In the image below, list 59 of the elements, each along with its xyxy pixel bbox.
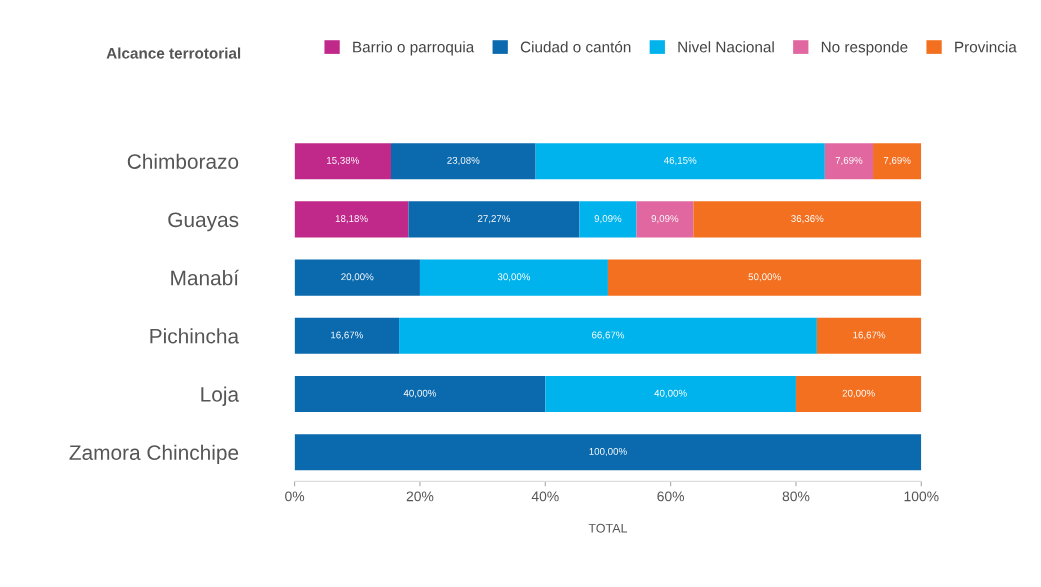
data-label: 50,00% xyxy=(748,273,781,282)
legend-label: Barrio o parroquia xyxy=(353,41,475,56)
data-label: 46,15% xyxy=(663,156,697,165)
data-label: 16,67% xyxy=(331,331,363,340)
data-label: 100,00% xyxy=(589,447,627,456)
x-tick-label: 100% xyxy=(904,491,939,502)
x-tick-label: 40% xyxy=(531,491,559,502)
bar xyxy=(607,259,922,296)
bar xyxy=(873,143,922,180)
x-tick-label: 20% xyxy=(406,491,434,502)
y-tick-label: Chimborazo xyxy=(127,153,239,169)
bar xyxy=(693,201,922,238)
data-label: 27,27% xyxy=(477,215,511,224)
x-tick-label: 80% xyxy=(782,491,810,502)
data-label: 9,09% xyxy=(594,215,622,224)
x-tick-label: 60% xyxy=(657,491,685,502)
bar xyxy=(294,317,400,354)
data-label: 20,00% xyxy=(341,273,374,282)
data-label: 9,09% xyxy=(651,215,679,224)
data-label: 40,00% xyxy=(403,389,437,398)
bar xyxy=(636,201,694,238)
data-label: 30,00% xyxy=(497,273,531,282)
bar xyxy=(294,143,391,180)
legend-title: Alcance terrotorial xyxy=(106,47,241,59)
data-label: 36,36% xyxy=(791,215,824,224)
legend-label: No responde xyxy=(821,41,908,56)
x-tick-label: 0% xyxy=(285,491,305,502)
bar xyxy=(419,259,608,296)
legend-label: Nivel Nacional xyxy=(678,41,774,53)
y-tick-label: Guayas xyxy=(168,212,239,232)
legend-label: Provincia xyxy=(955,41,1017,53)
bar xyxy=(294,259,420,296)
bar xyxy=(545,375,796,413)
data-label: 16,67% xyxy=(853,331,886,340)
data-label: 18,18% xyxy=(335,215,368,224)
bar xyxy=(579,201,637,238)
y-tick-label: Zamora Chinchipe xyxy=(69,444,239,465)
x-axis-title: TOTAL xyxy=(588,523,628,533)
data-label: 20,00% xyxy=(842,389,875,398)
bar xyxy=(294,201,409,238)
bar xyxy=(795,375,922,413)
bar xyxy=(816,317,922,354)
bar xyxy=(294,375,546,413)
bar xyxy=(535,143,825,180)
data-label: 7,69% xyxy=(883,156,911,165)
y-tick-label: Loja xyxy=(201,386,240,406)
data-label: 40,00% xyxy=(654,389,687,398)
bar xyxy=(824,143,874,180)
bar xyxy=(408,201,580,238)
data-label: 66,67% xyxy=(591,331,625,340)
bar xyxy=(390,143,536,180)
bar xyxy=(399,317,817,354)
y-tick-label: Manabí xyxy=(171,269,239,286)
legend-label: Ciudad o cantón xyxy=(520,41,631,53)
bar xyxy=(294,434,922,471)
data-label: 15,38% xyxy=(327,156,359,165)
y-tick-label: Pichincha xyxy=(150,328,240,344)
data-label: 23,08% xyxy=(447,156,480,165)
data-label: 7,69% xyxy=(835,156,863,165)
